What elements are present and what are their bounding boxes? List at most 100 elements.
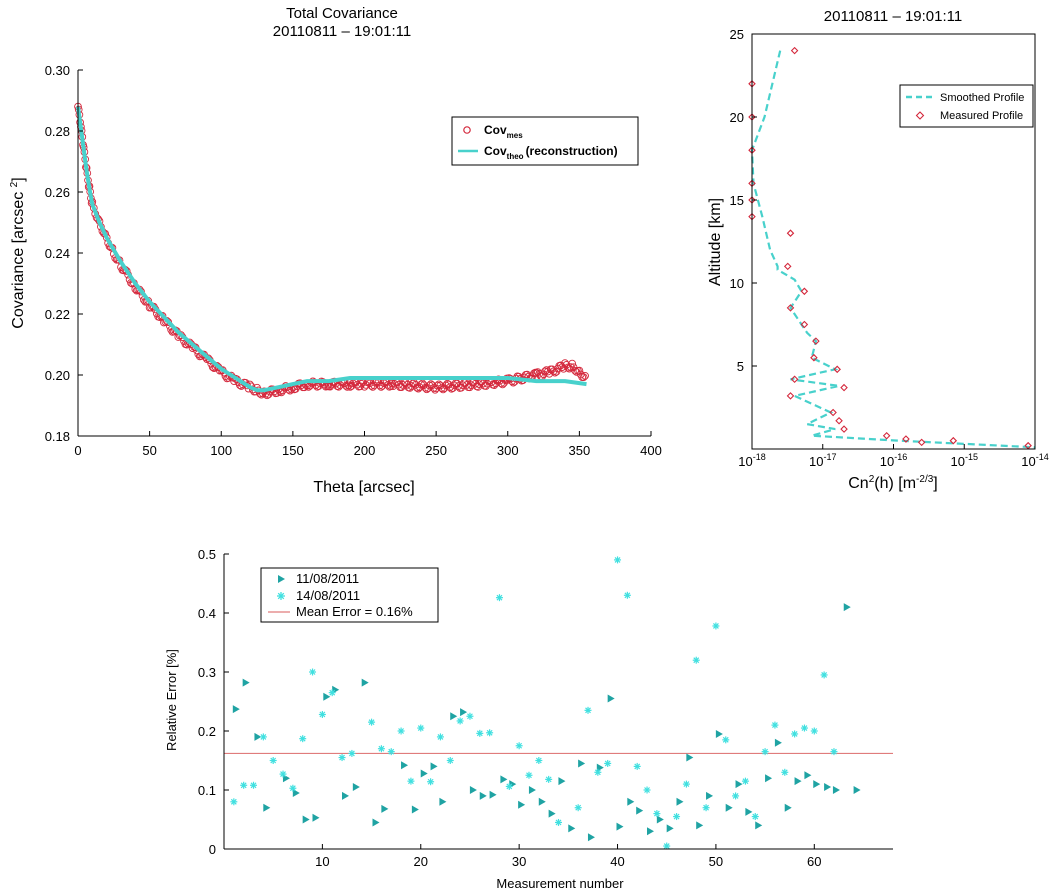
cov-mes-point — [564, 363, 572, 372]
error-point-14-08 — [436, 733, 444, 741]
error-point-11-08 — [263, 803, 271, 812]
error-point-11-08 — [607, 694, 615, 703]
error-point-14-08 — [269, 757, 277, 764]
cn2-x-tick-label: 10-14 — [1021, 452, 1048, 469]
error-point-14-08 — [407, 777, 415, 785]
legend-marker-measured — [915, 111, 925, 120]
cov-mes-point — [425, 381, 434, 390]
error-point-14-08 — [348, 749, 356, 757]
error-point-11-08 — [372, 818, 380, 827]
error-point-11-08 — [479, 791, 487, 800]
cov-mes-point — [575, 366, 584, 375]
cov-mes-point — [558, 363, 567, 371]
error-point-11-08 — [342, 791, 350, 800]
relative-error-x-label: Measurement number — [496, 876, 624, 891]
error-point-11-08 — [696, 821, 704, 830]
covariance-x-label: Theta [arcsec] — [313, 479, 414, 496]
covariance-chart-subtitle: 20110811 – 19:01:11 — [273, 23, 411, 40]
covariance-y-tick-label: 0.20 — [45, 368, 70, 383]
measured-profile-point — [882, 431, 891, 440]
cn2-profile-chart: 20110811 – 19:01:11 10-18 10-17 10-16 10-15… — [707, 8, 1049, 492]
relative-error-legend: 11/08/2011 14/08/2011 Mean Error = 0.16% — [260, 567, 439, 623]
relative-error-y-tick-label: 0.1 — [198, 783, 216, 798]
covariance-chart-title: Total Covariance — [286, 5, 398, 22]
error-point-11-08 — [411, 805, 419, 814]
legend-label-cov-theo: Covtheo (reconstruction) — [484, 144, 618, 161]
error-point-14-08 — [633, 762, 641, 770]
relative-error-chart: 10 20 30 40 50 60 0 0.1 0.2 0.3 0.4 0.5 Measuremen… — [164, 547, 893, 891]
error-point-14-08 — [545, 775, 553, 783]
legend-label-mean: Mean Error = 0.16% — [296, 604, 413, 619]
error-point-11-08 — [578, 759, 586, 768]
error-point-14-08 — [535, 757, 543, 764]
cov-mes-point — [568, 359, 577, 368]
relative-error-x-tick-label: 40 — [610, 854, 624, 869]
error-point-14-08 — [417, 724, 425, 732]
cn2-y-tick-label: 15 — [730, 193, 744, 208]
measured-profile-point — [790, 375, 799, 384]
error-point-11-08 — [813, 780, 821, 789]
error-point-14-08 — [427, 778, 435, 786]
error-point-14-08 — [486, 729, 494, 737]
measured-profile-point — [786, 229, 795, 237]
cn2-y-label: Altitude [km] — [707, 198, 724, 286]
relative-error-x-tick-label: 50 — [709, 854, 723, 869]
relative-error-x-tick-label: 60 — [807, 854, 821, 869]
cn2-x-tick-label: 10-16 — [880, 452, 907, 469]
error-point-14-08 — [781, 768, 789, 776]
error-point-11-08 — [302, 815, 310, 824]
relative-error-x-ticks: 10 20 30 40 50 60 — [315, 844, 822, 869]
error-point-14-08 — [446, 757, 454, 764]
error-point-11-08 — [627, 797, 635, 806]
covariance-x-ticks: 0 50 100 150 200 250 300 350 400 — [74, 431, 662, 458]
cn2-y-ticks: 5 10 15 20 25 — [730, 27, 757, 374]
error-point-14-08 — [240, 781, 248, 789]
error-point-14-08 — [289, 784, 297, 792]
measured-profile-point — [790, 46, 799, 55]
covariance-y-ticks: 0.18 0.20 0.22 0.24 0.26 0.28 0.30 — [45, 63, 83, 444]
error-point-11-08 — [735, 780, 743, 789]
measured-profile-point — [833, 365, 841, 374]
cov-mes-point — [304, 383, 313, 391]
error-point-11-08 — [745, 807, 753, 816]
legend-marker-14-08 — [277, 592, 285, 600]
legend-label-11-08: 11/08/2011 — [296, 571, 359, 586]
legend-label-smoothed: Smoothed Profile — [940, 92, 1024, 104]
covariance-x-tick-label: 150 — [282, 443, 304, 458]
error-point-11-08 — [646, 827, 654, 836]
cov-mes-point — [551, 368, 559, 377]
cov-mes-point — [433, 381, 442, 390]
cov-mes-point — [559, 364, 568, 373]
cov-mes-point — [418, 379, 427, 388]
relative-error-y-tick-label: 0.3 — [198, 665, 216, 680]
error-point-14-08 — [574, 804, 582, 812]
error-point-14-08 — [594, 768, 602, 776]
error-point-14-08 — [505, 782, 513, 790]
error-point-14-08 — [259, 733, 267, 741]
error-point-14-08 — [309, 668, 317, 676]
covariance-chart: Total Covariance 20110811 – 19:01:11 0 50… — [9, 5, 662, 496]
measured-profile-point — [800, 320, 809, 329]
error-point-11-08 — [232, 705, 240, 714]
relative-error-y-ticks: 0 0.1 0.2 0.3 0.4 0.5 — [198, 547, 229, 857]
measured-profile-point — [840, 425, 848, 433]
error-point-11-08 — [636, 806, 644, 815]
error-point-11-08 — [381, 804, 389, 813]
cn2-x-tick-label: 10-17 — [809, 452, 836, 469]
cn2-y-tick-label: 25 — [730, 27, 744, 42]
error-point-11-08 — [312, 813, 320, 822]
cov-mes-point — [498, 380, 507, 389]
error-point-14-08 — [673, 813, 681, 821]
error-point-14-08 — [820, 671, 828, 679]
legend-label-measured: Measured Profile — [940, 110, 1023, 122]
error-point-14-08 — [810, 727, 818, 735]
covariance-x-tick-label: 100 — [210, 443, 232, 458]
error-point-14-08 — [230, 798, 238, 806]
measured-profile-point — [949, 436, 958, 445]
cov-mes-point — [343, 383, 352, 391]
measured-profile-point — [917, 438, 926, 447]
cov-theo-line — [76, 106, 587, 393]
error-point-14-08 — [387, 748, 395, 756]
covariance-y-tick-label: 0.24 — [45, 246, 70, 261]
